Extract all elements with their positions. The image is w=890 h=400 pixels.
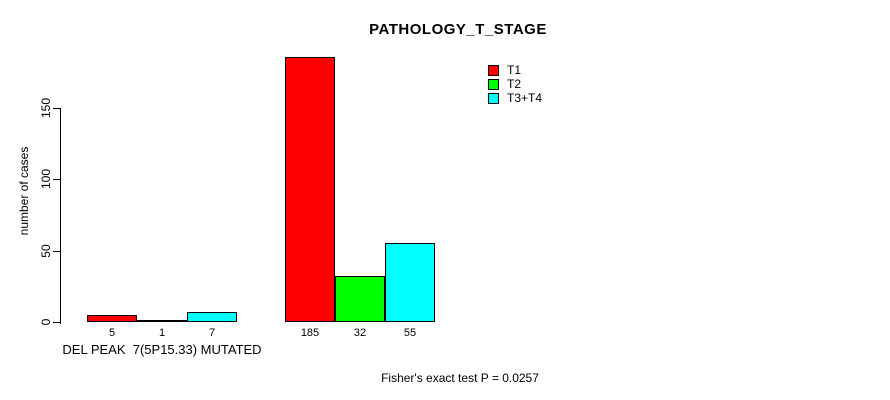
bar-value-label-t3-t4-group-1: 7 (208, 327, 216, 339)
bar-value-label-t1-group-1: 5 (108, 327, 116, 339)
y-tick-label: 50 (39, 244, 53, 258)
legend-item-t3-t4: T3+T4 (488, 91, 542, 105)
chart-title: PATHOLOGY_T_STAGE (369, 21, 547, 38)
y-tick-mark (53, 108, 60, 109)
bar-t1-group-2 (285, 57, 335, 322)
bar-value-label-t2-group-2: 32 (353, 327, 367, 339)
y-tick-mark (53, 322, 60, 323)
y-tick-mark (53, 251, 60, 252)
y-axis-line (60, 108, 61, 324)
legend: T1 T2 T3+T4 (488, 63, 542, 105)
bar-t2-group-2 (335, 276, 385, 322)
x-category-label: DEL PEAK 7(5P15.33) MUTATED (62, 342, 262, 357)
bar-value-label-t3-t4-group-2: 55 (403, 327, 417, 339)
bar-t1-group-1 (87, 315, 137, 322)
bar-value-label-t2-group-1: 1 (158, 327, 166, 339)
legend-label-t1: T1 (507, 63, 522, 77)
legend-label-t3-t4: T3+T4 (507, 91, 543, 105)
y-tick-mark (53, 179, 60, 180)
bar-t3-t4-group-1 (187, 312, 237, 322)
legend-item-t2: T2 (488, 77, 542, 91)
y-tick-label: 0 (39, 318, 53, 326)
legend-item-t1: T1 (488, 63, 542, 77)
y-tick-label: 100 (39, 168, 53, 190)
bar-t3-t4-group-2 (385, 243, 435, 322)
legend-swatch-t1-icon (488, 64, 499, 76)
y-tick-label: 150 (39, 97, 53, 119)
legend-label-t2: T2 (507, 77, 522, 91)
fisher-test-annotation: Fisher's exact test P = 0.0257 (381, 371, 539, 385)
legend-swatch-t3-t4-icon (488, 92, 499, 104)
bar-t2-group-1 (137, 320, 187, 322)
bar-value-label-t1-group-2: 185 (300, 327, 320, 339)
legend-swatch-t2-icon (488, 78, 499, 90)
y-axis-label: number of cases (17, 146, 31, 236)
